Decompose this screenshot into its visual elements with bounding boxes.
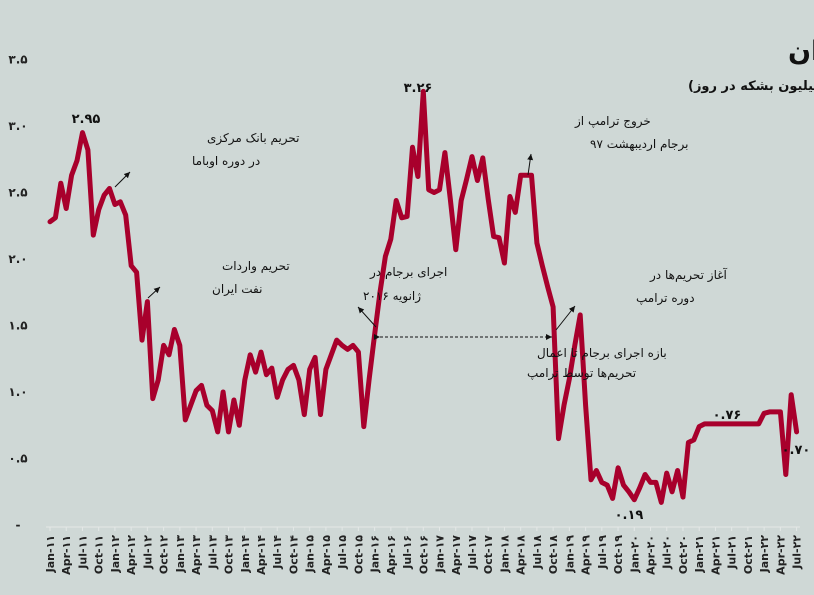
x-tick-label: Oct-۱۷ (482, 535, 495, 574)
oil-import-sanction-label-2: نفت ایران (212, 282, 262, 297)
arrow-icon (114, 171, 131, 188)
x-tick-label: Jan-۱۶ (369, 535, 382, 573)
period-label-2: تحریم‌ها توسط ترامپ (527, 366, 636, 381)
x-tick-label: Jan-۲۲ (758, 535, 771, 574)
trump-sanctions-label: آغاز تحریم‌ها در (649, 267, 728, 283)
x-tick-label: Apr-۲۰ (645, 535, 658, 575)
y-tick-label: ۱.۵ (8, 319, 27, 333)
flat-value-label: ۰.۷۶ (713, 408, 742, 423)
x-tick-label: Jul-۱۳ (206, 535, 219, 570)
last-value-label: ۰.۷۰ (782, 443, 811, 458)
y-axis: ۳.۵ ۳.۰ ۲.۵ ۲.۰ ۱.۵ ۱.۰ ۰.۵ - (8, 53, 27, 533)
y-tick-label: ۲.۵ (8, 186, 27, 200)
x-tick-label: Jan-۱۷ (434, 535, 447, 574)
x-tick-label: Apr-۱۲ (125, 535, 138, 575)
x-tick-label: Apr-۲۱ (709, 535, 722, 575)
x-tick-label: Jul-۱۵ (336, 535, 349, 570)
oil-import-sanction-label: تحریم واردات (222, 259, 290, 274)
x-axis: Jan-۱۱ Apr-۱۱ Jul-۱۱ Oct-۱۱ Jan-۱۲ Apr-۱۲ Jul-… (44, 526, 804, 575)
x-tick-label: Apr-۱۴ (255, 535, 268, 575)
x-tick-label: Jan-۱۳ (174, 535, 187, 574)
x-tick-label: Oct-۲۱ (742, 535, 755, 574)
chart-subtitle: (میلیون بشکه در روز) (688, 79, 814, 94)
y-tick-label: ۰.۵ (8, 452, 27, 466)
x-tick-label: Jan-۱۱ (44, 535, 57, 573)
peak-2016-label: ۳.۲۶ (404, 81, 433, 96)
trump-sanctions-label-2: دوره ترامپ (636, 291, 695, 306)
x-tick-label: Jul-۱۷ (466, 535, 479, 570)
x-tick-label: Jul-۱۸ (531, 535, 544, 570)
jcpoa-label-2: ژانویه ۲۰۱۶ (363, 289, 421, 304)
x-tick-label: Jul-۱۱ (76, 535, 89, 570)
x-tick-label: Apr-۱۱ (60, 535, 73, 575)
x-tick-label: Apr-۱۷ (450, 535, 463, 575)
x-tick-label: Jul-۲۰ (661, 535, 674, 570)
x-tick-label: Oct-۱۶ (417, 535, 430, 574)
x-tick-label: Jul-۱۲ (141, 535, 154, 570)
x-tick-label: Apr-۱۳ (190, 535, 203, 575)
y-tick-label: ۲.۰ (8, 252, 27, 266)
x-tick-label: Jan-۱۲ (109, 535, 122, 574)
jcpoa-label: اجرای برجام در (369, 265, 447, 280)
x-tick-label: Oct-۱۲ (158, 535, 171, 574)
y-tick-label: ۳.۵ (8, 53, 27, 67)
arrow-icon (555, 305, 576, 331)
arrow-icon (357, 306, 377, 328)
x-tick-label: Oct-۱۴ (287, 535, 300, 574)
x-tick-label: Apr-۱۵ (320, 535, 333, 575)
x-tick-label: Oct-۱۸ (547, 535, 560, 574)
y-tick-label: - (16, 518, 21, 532)
x-tick-label: Oct-۱۹ (612, 535, 625, 574)
x-tick-label: Oct-۱۱ (93, 535, 106, 574)
x-tick-label: Apr-۲۲ (774, 535, 787, 575)
x-tick-label: Apr-۱۸ (515, 535, 528, 575)
x-tick-label: Jan-۱۴ (239, 535, 252, 574)
x-tick-label: Oct-۱۳ (223, 535, 236, 574)
period-label: بازه اجرای برجام تا اعمال (537, 346, 667, 361)
x-tick-label: Jan-۱۹ (563, 535, 576, 574)
x-tick-label: Jan-۲۰ (628, 535, 641, 573)
x-tick-label: Apr-۱۹ (580, 535, 593, 575)
x-tick-label: Oct-۱۵ (352, 535, 365, 574)
y-tick-label: ۱.۰ (8, 385, 27, 399)
low-value-label: ۰.۱۹ (615, 508, 644, 523)
obama-sanction-label-2: در دوره اوباما (192, 154, 260, 169)
trump-exit-label-2: برجام اردیبهشت ۹۷ (590, 137, 688, 152)
x-tick-label: Jan-۲۱ (693, 535, 706, 573)
y-tick-label: ۳.۰ (8, 119, 27, 133)
obama-sanction-label: تحریم بانک مرکزی (207, 131, 300, 146)
trump-exit-label: خروج ترامپ از (574, 114, 651, 129)
peak-2011-label: ۲.۹۵ (72, 112, 101, 127)
x-tick-label: Jul-۲۲ (791, 535, 804, 570)
x-tick-label: Jul-۱۹ (596, 535, 609, 570)
series-line (47, 88, 800, 505)
chart-title: میزان صادرات نفت‌خام ایران (788, 36, 814, 67)
x-tick-label: Jul-۱۶ (401, 535, 414, 570)
arrow-icon (147, 286, 161, 299)
x-tick-label: Jul-۲۱ (726, 535, 739, 570)
x-tick-label: Jan-۱۸ (498, 535, 511, 574)
x-tick-label: Oct-۲۰ (677, 535, 690, 574)
x-tick-label: Jan-۱۵ (304, 535, 317, 574)
arrow-icon (527, 153, 534, 176)
x-tick-label: Apr-۱۶ (385, 535, 398, 575)
x-tick-label: Jul-۱۴ (271, 535, 284, 570)
